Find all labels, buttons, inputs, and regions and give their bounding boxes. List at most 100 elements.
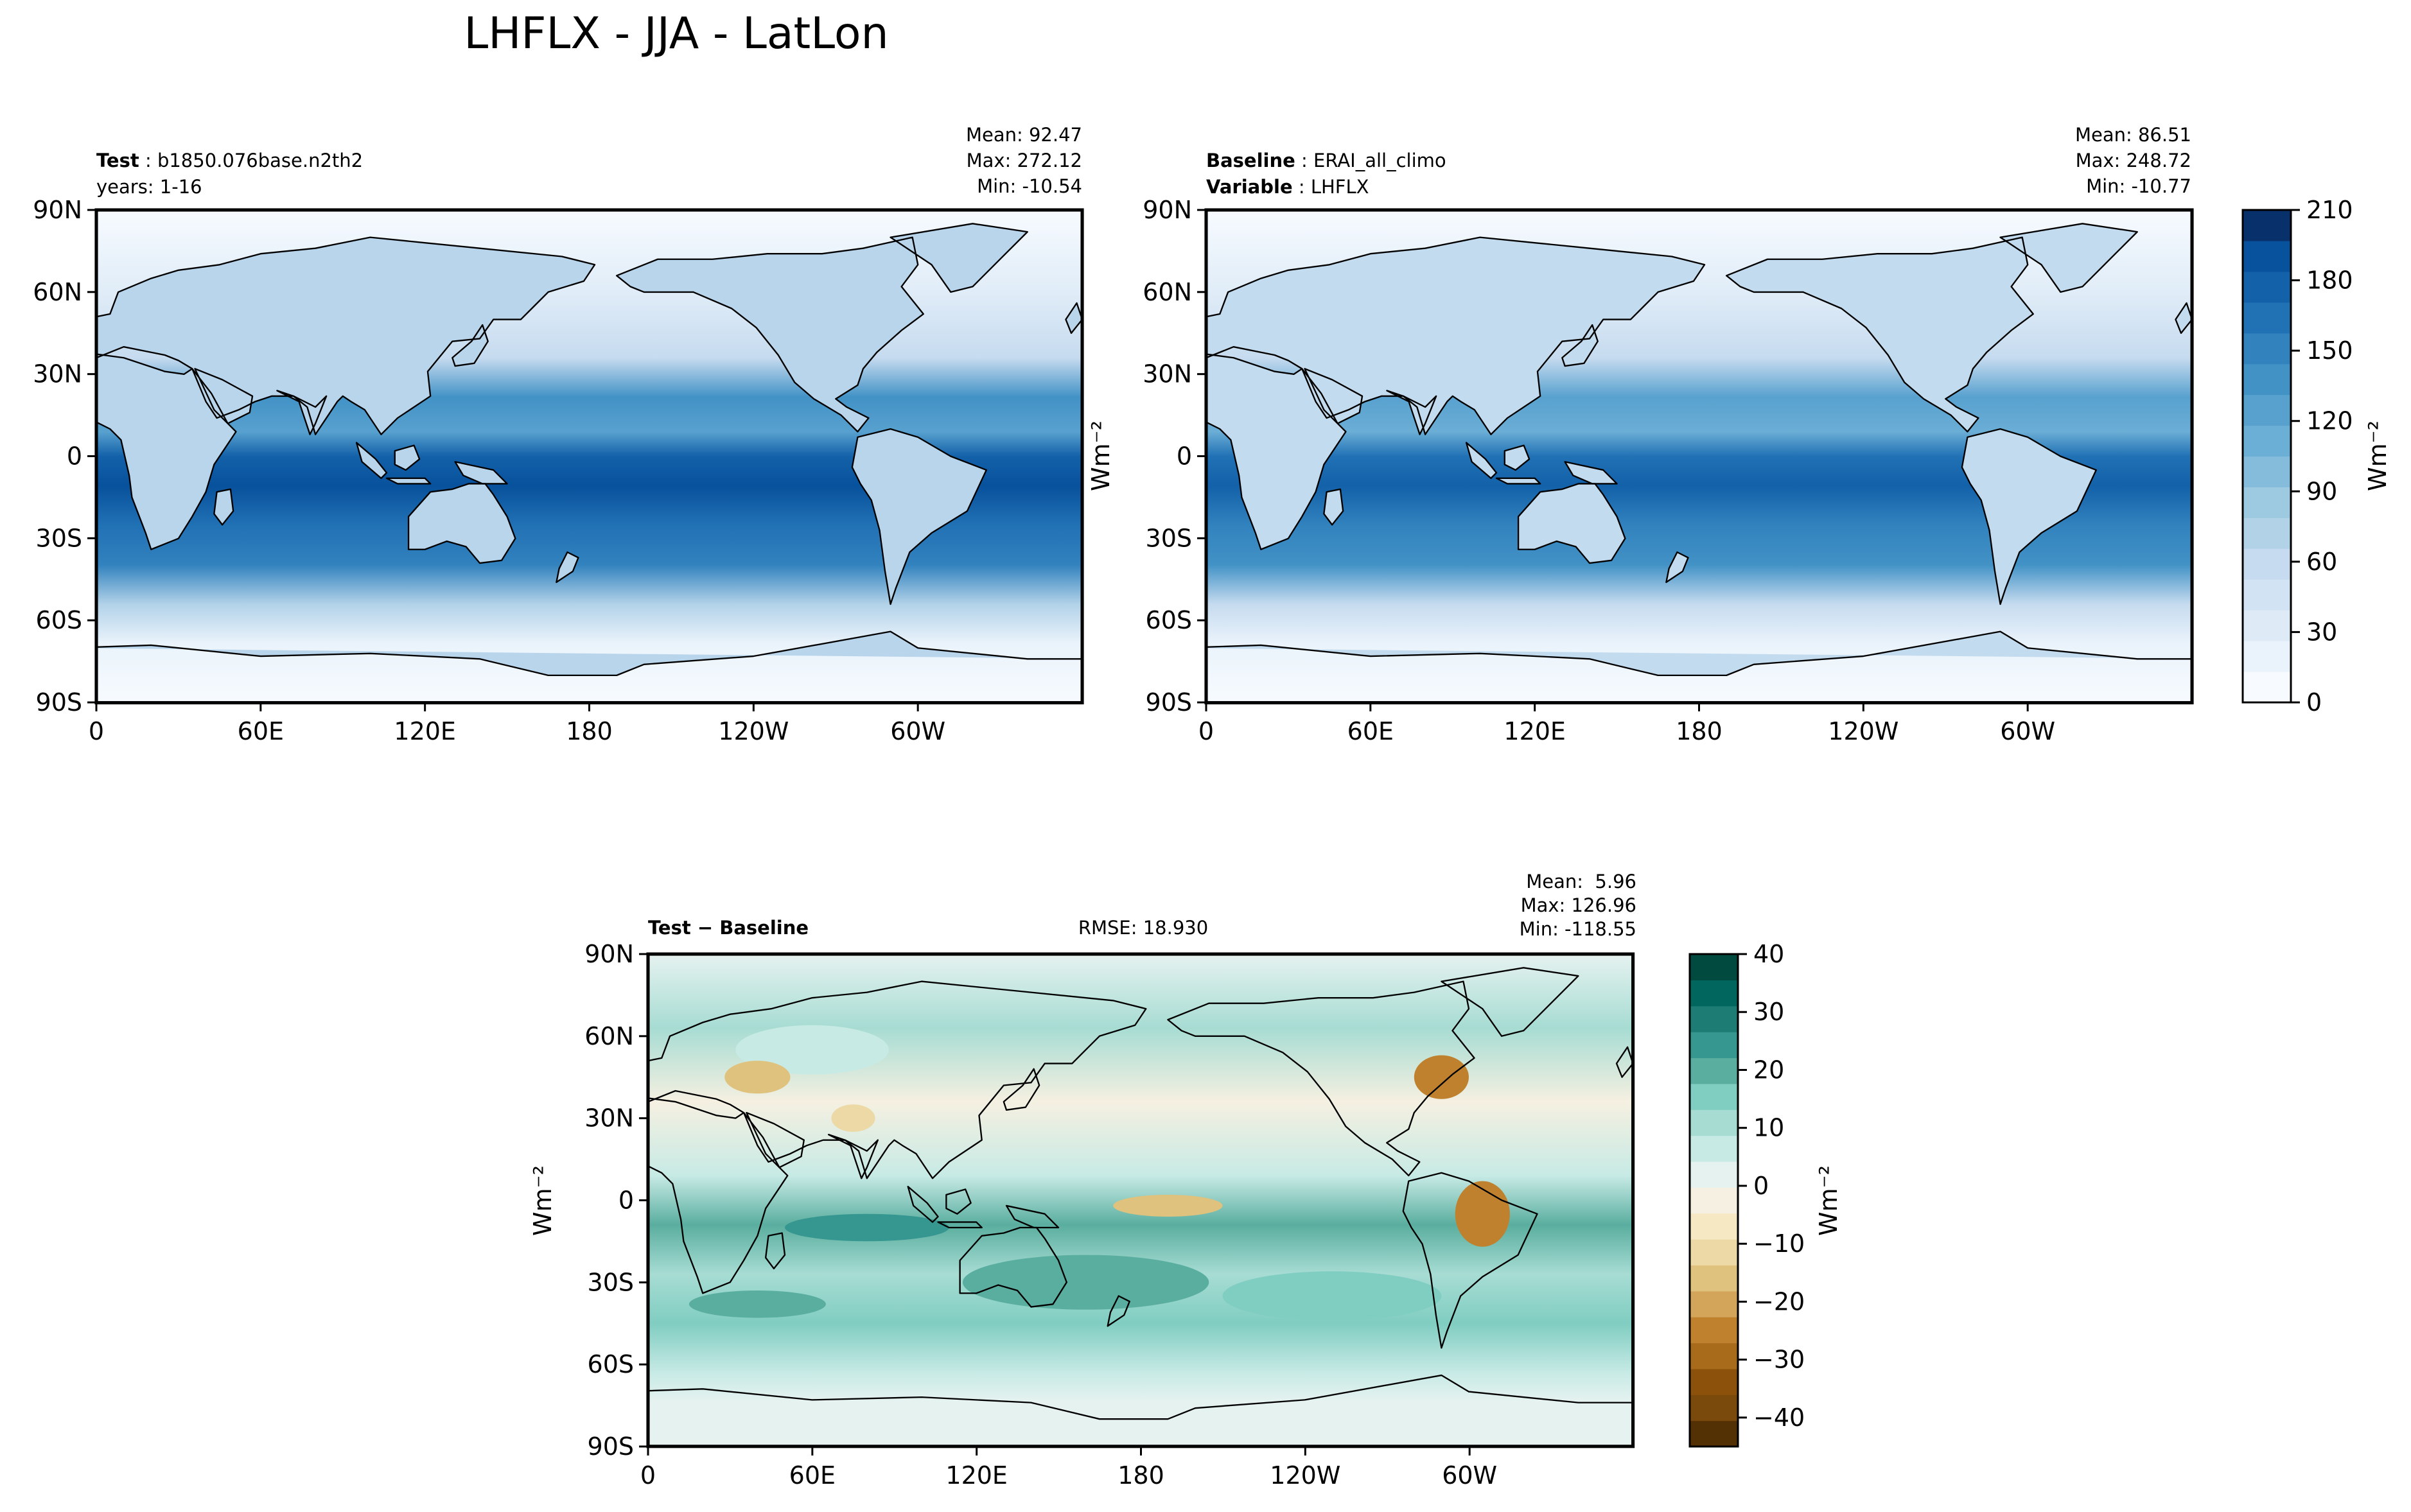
test-stat-min: Min: -10.54 [977,175,1082,197]
diff-stat-min: Min: -118.55 [1520,918,1636,940]
diff-y-tick-label: 90S [588,1432,634,1461]
diff-y-tick-label: 90N [584,940,634,968]
test-label: Test : b1850.076base.n2th2 [96,150,363,171]
test-years: years: 1-16 [96,176,202,198]
test-x-tick-label: 0 [89,717,104,745]
brbg-colorbar-tick-label: 0 [1753,1172,1769,1200]
baseline-y-tick-label: 30N [1143,360,1192,388]
baseline-variable-bold: Variable [1206,176,1293,198]
baseline-panel: Baseline : ERAI_all_climo Variable : LHF… [1143,124,2194,745]
baseline-variable: Variable : LHFLX [1206,176,1369,198]
figure-title: LHFLX - JJA - LatLon [464,8,888,59]
blues-colorbar-tick-label: 120 [2306,407,2353,435]
test-x-ticks: 0 60E 120E 180 120W 60W [89,702,945,745]
brbg-colorbar-segments [1690,954,1738,1447]
blues-colorbar-frame [2241,209,2292,704]
baseline-label: Baseline : ERAI_all_climo [1206,150,1446,171]
test-y-ticks: 90N 60N 30N 0 30S 60S 90S [33,196,96,717]
blues-colorbar-segment [2243,548,2291,580]
baseline-stat-min: Min: -10.77 [2086,175,2191,197]
test-y-tick-label: 60S [36,606,82,634]
diff-stat-max: Max: 126.96 [1521,894,1636,916]
diff-x-tick-label: 120E [945,1461,1008,1490]
baseline-variable-sep: : [1293,176,1311,198]
blues-colorbar-segment [2243,456,2291,488]
brbg-colorbar-tick-label: 20 [1753,1056,1784,1084]
diff-panel: Test − Baseline RMSE: 18.930 Mean: 5.96 … [529,871,1636,1490]
brbg-colorbar-segment [1690,980,1738,1007]
baseline-label-sep: : [1295,150,1313,171]
brbg-colorbar-segment [1690,1161,1738,1188]
test-x-tick-label: 120W [718,717,789,745]
blues-colorbar-tick-label: 150 [2306,336,2353,365]
baseline-x-tick-label: 120W [1828,717,1898,745]
diff-map [646,952,1635,1448]
blues-colorbar-tick-label: 60 [2306,548,2337,576]
baseline-stat-max: Max: 248.72 [2076,150,2191,171]
test-label-bold: Test [96,150,139,171]
baseline-x-tick-label: 120E [1504,717,1566,745]
baseline-x-ticks: 0 60E 120E 180 120W 60W [1198,702,2055,745]
baseline-x-tick-label: 180 [1676,717,1723,745]
diff-y-ticks: 90N 60N 30N 0 30S 60S 90S [584,940,648,1461]
baseline-y-tick-label: 60S [1146,606,1192,634]
diff-antarctic-band [648,1402,1633,1447]
blues-colorbar-segment [2243,210,2291,241]
blues-colorbar-segment [2243,425,2291,457]
test-x-tick-label: 60W [890,717,945,745]
test-x-tick-label: 60E [238,717,284,745]
brbg-colorbar-tick-label: −30 [1753,1346,1805,1374]
test-map [94,208,1084,705]
baseline-y-ticks: 90N 60N 30N 0 30S 60S 90S [1143,196,1206,717]
baseline-x-tick-label: 60W [2000,717,2055,745]
baseline-stat-mean: Mean: 86.51 [2075,124,2191,146]
test-y-tick-label: 30S [36,524,82,552]
diff-x-tick-label: 180 [1118,1461,1164,1490]
diff-x-tick-label: 60W [1442,1461,1497,1490]
brbg-colorbar-segment [1690,1213,1738,1240]
diff-y-tick-label: 30S [588,1268,634,1296]
test-stat-mean: Mean: 92.47 [966,124,1082,146]
diff-label: Test − Baseline [648,917,809,939]
baseline-ylabel: Wm⁻² [1087,421,1115,491]
brbg-colorbar-segment [1690,1368,1738,1395]
baseline-x-tick-label: 0 [1198,717,1214,745]
blues-colorbar-tick-label: 210 [2306,196,2353,224]
brbg-colorbar-segment [1690,1420,1738,1447]
diff-y-tick-label: 60S [588,1350,634,1378]
blues-colorbar-segment [2243,394,2291,426]
brbg-colorbar-segment [1690,1317,1738,1344]
diff-x-tick-label: 120W [1270,1461,1340,1490]
brbg-colorbar-segment [1690,1187,1738,1214]
diff-y-tick-label: 30N [584,1104,634,1133]
blues-colorbar-segment [2243,271,2291,303]
baseline-x-tick-label: 60E [1347,717,1394,745]
test-y-tick-label: 90S [36,688,82,717]
diff-x-tick-label: 60E [789,1461,836,1490]
brbg-colorbar-segment [1690,1343,1738,1369]
blues-colorbar-segment [2243,579,2291,611]
test-x-tick-label: 180 [566,717,613,745]
diff-stat-mean: Mean: 5.96 [1526,871,1636,892]
brbg-colorbar-segment [1690,1290,1738,1317]
test-y-tick-label: 60N [33,278,82,306]
baseline-label-text: ERAI_all_climo [1313,150,1446,171]
baseline-variable-text: LHFLX [1311,176,1369,198]
brbg-colorbar-segment [1690,1005,1738,1032]
brbg-colorbar-segment [1690,1135,1738,1162]
blues-colorbar-segment [2243,487,2291,518]
blues-colorbar-segment [2243,302,2291,334]
blues-colorbar-tick-label: 90 [2306,477,2337,505]
blues-colorbar-label: Wm⁻² [2363,421,2392,491]
brbg-colorbar-label: Wm⁻² [1814,1165,1843,1236]
baseline-y-tick-label: 90N [1143,196,1192,224]
brbg-colorbar-ticks: −40 −30 −20 −10 0 10 20 30 40 [1738,940,1805,1432]
blues-colorbar-tick-label: 30 [2306,618,2337,646]
blues-colorbar-segment [2243,672,2291,703]
test-y-tick-label: 30N [33,360,82,388]
brbg-colorbar-frame [1688,953,1739,1448]
blues-colorbar-segment [2243,333,2291,365]
diff-x-tick-label: 0 [640,1461,656,1490]
brbg-colorbar-tick-label: −10 [1753,1230,1805,1258]
